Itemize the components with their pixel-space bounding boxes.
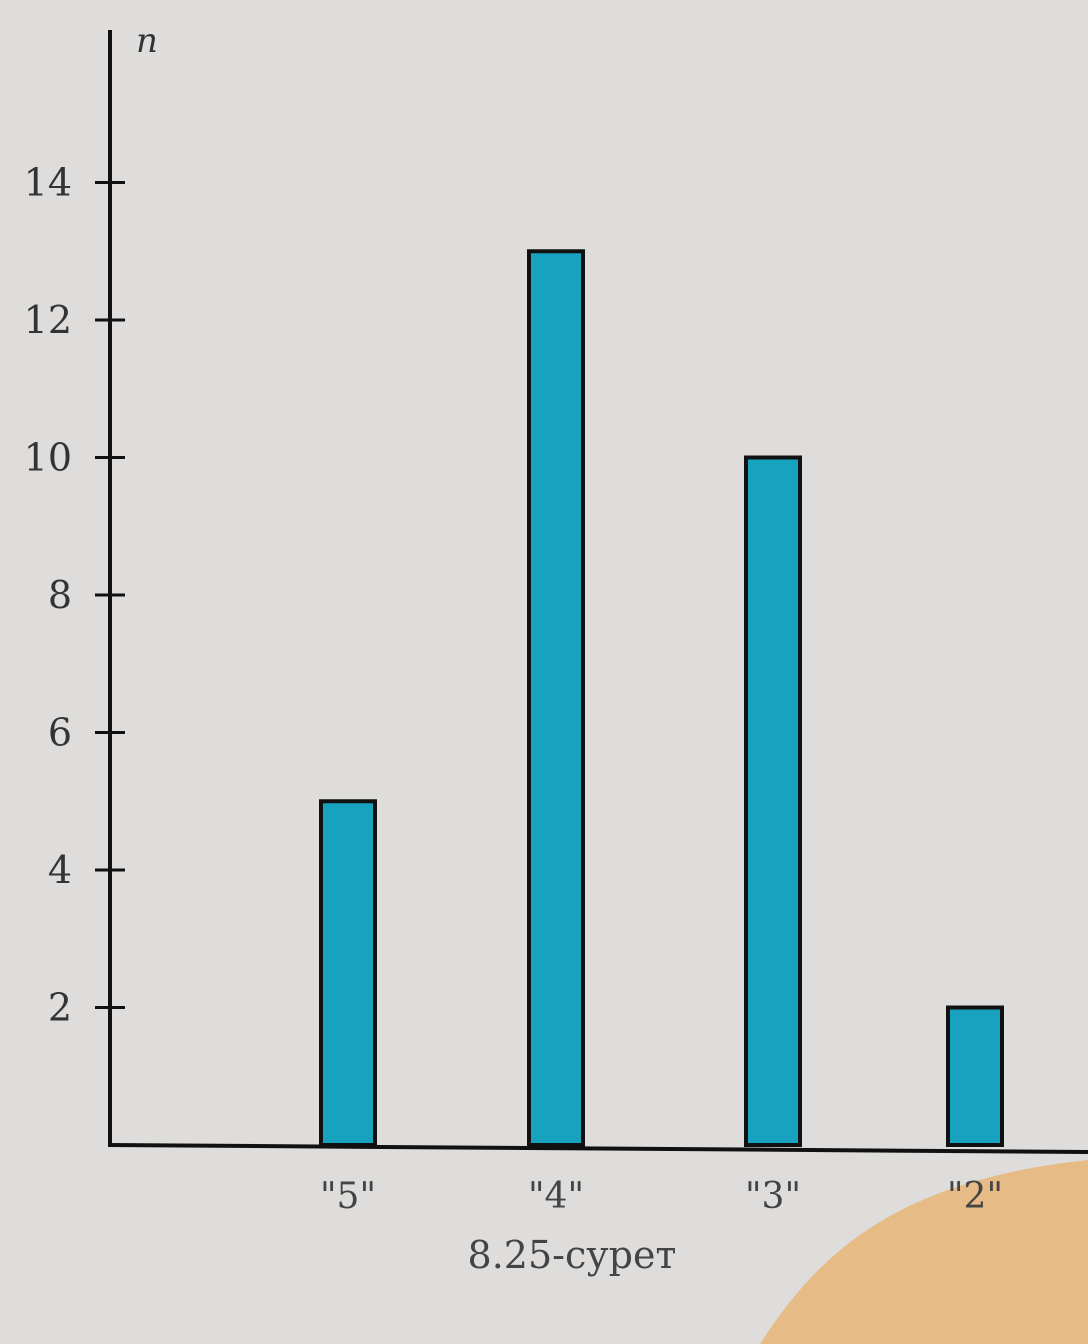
y-tick-label: 14: [24, 161, 72, 205]
y-tick-label: 2: [48, 986, 72, 1030]
y-tick-label: 10: [24, 436, 72, 480]
x-axis: [107, 1143, 1088, 1154]
y-tick-label: 6: [48, 711, 72, 755]
bar: [527, 249, 585, 1147]
bar: [744, 455, 802, 1147]
figure-caption: 8.25-сурет: [468, 1233, 677, 1277]
bar: [946, 1005, 1004, 1147]
x-tick-label: "4": [528, 1176, 584, 1217]
x-tick-label: "2": [947, 1176, 1003, 1217]
paper-shadow: [760, 1160, 1088, 1344]
y-tick-label: 12: [24, 298, 72, 342]
y-tick-label: 8: [48, 573, 72, 617]
x-tick-label: "3": [745, 1176, 801, 1217]
bar: [319, 799, 377, 1147]
x-tick-label: "5": [320, 1176, 376, 1217]
y-axis-label: n: [136, 21, 158, 61]
y-tick-label: 4: [48, 848, 72, 892]
